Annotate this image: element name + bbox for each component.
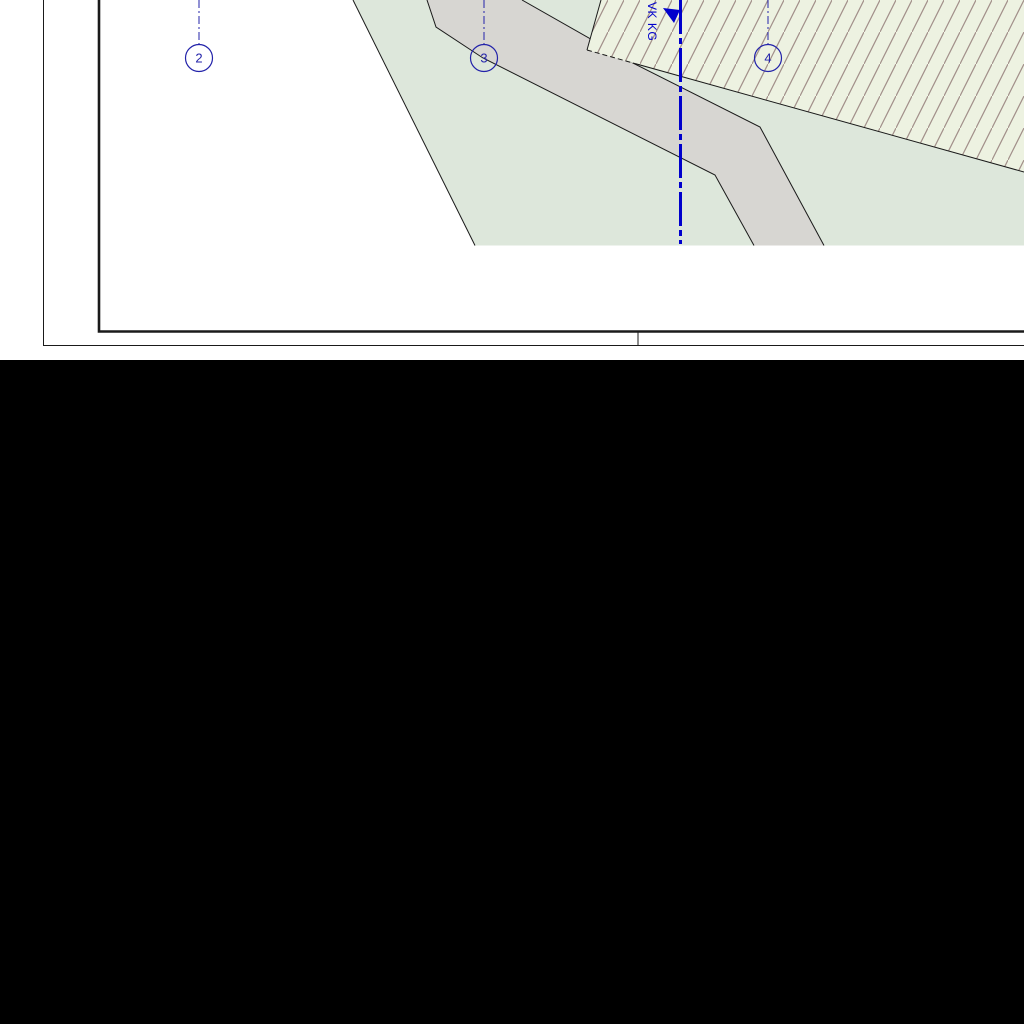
grid-bubble-2	[184, 43, 214, 73]
grid-bubble-3-label: 3	[480, 51, 487, 66]
grid-bubble-3	[469, 43, 499, 73]
road-right-edge	[521, 0, 825, 246]
sheet-frame-thick	[97, 0, 1024, 333]
pipe-flow-arrow-icon	[663, 8, 680, 23]
pipe-label: VK KG	[645, 2, 659, 41]
drawing-sheet[interactable]: VK KG 2 3 4	[0, 0, 1024, 360]
grid-bubble-2-label: 2	[195, 51, 202, 66]
hatch-area-left-edge	[586, 0, 602, 51]
road-left-edge	[426, 0, 755, 246]
canvas-background[interactable]	[0, 360, 1024, 1024]
construction-hatch-area	[587, 0, 1024, 172]
hatch-area-bottom-edge	[632, 62, 1024, 173]
sheet-frame-thin	[43, 0, 1024, 346]
site-plan-drawing: VK KG 2 3 4	[43, 0, 1024, 346]
grid-bubble-4	[753, 43, 783, 73]
grid-bubble-4-label: 4	[764, 51, 771, 66]
road-area-gray	[427, 0, 824, 246]
site-area-left-edge	[352, 0, 476, 246]
